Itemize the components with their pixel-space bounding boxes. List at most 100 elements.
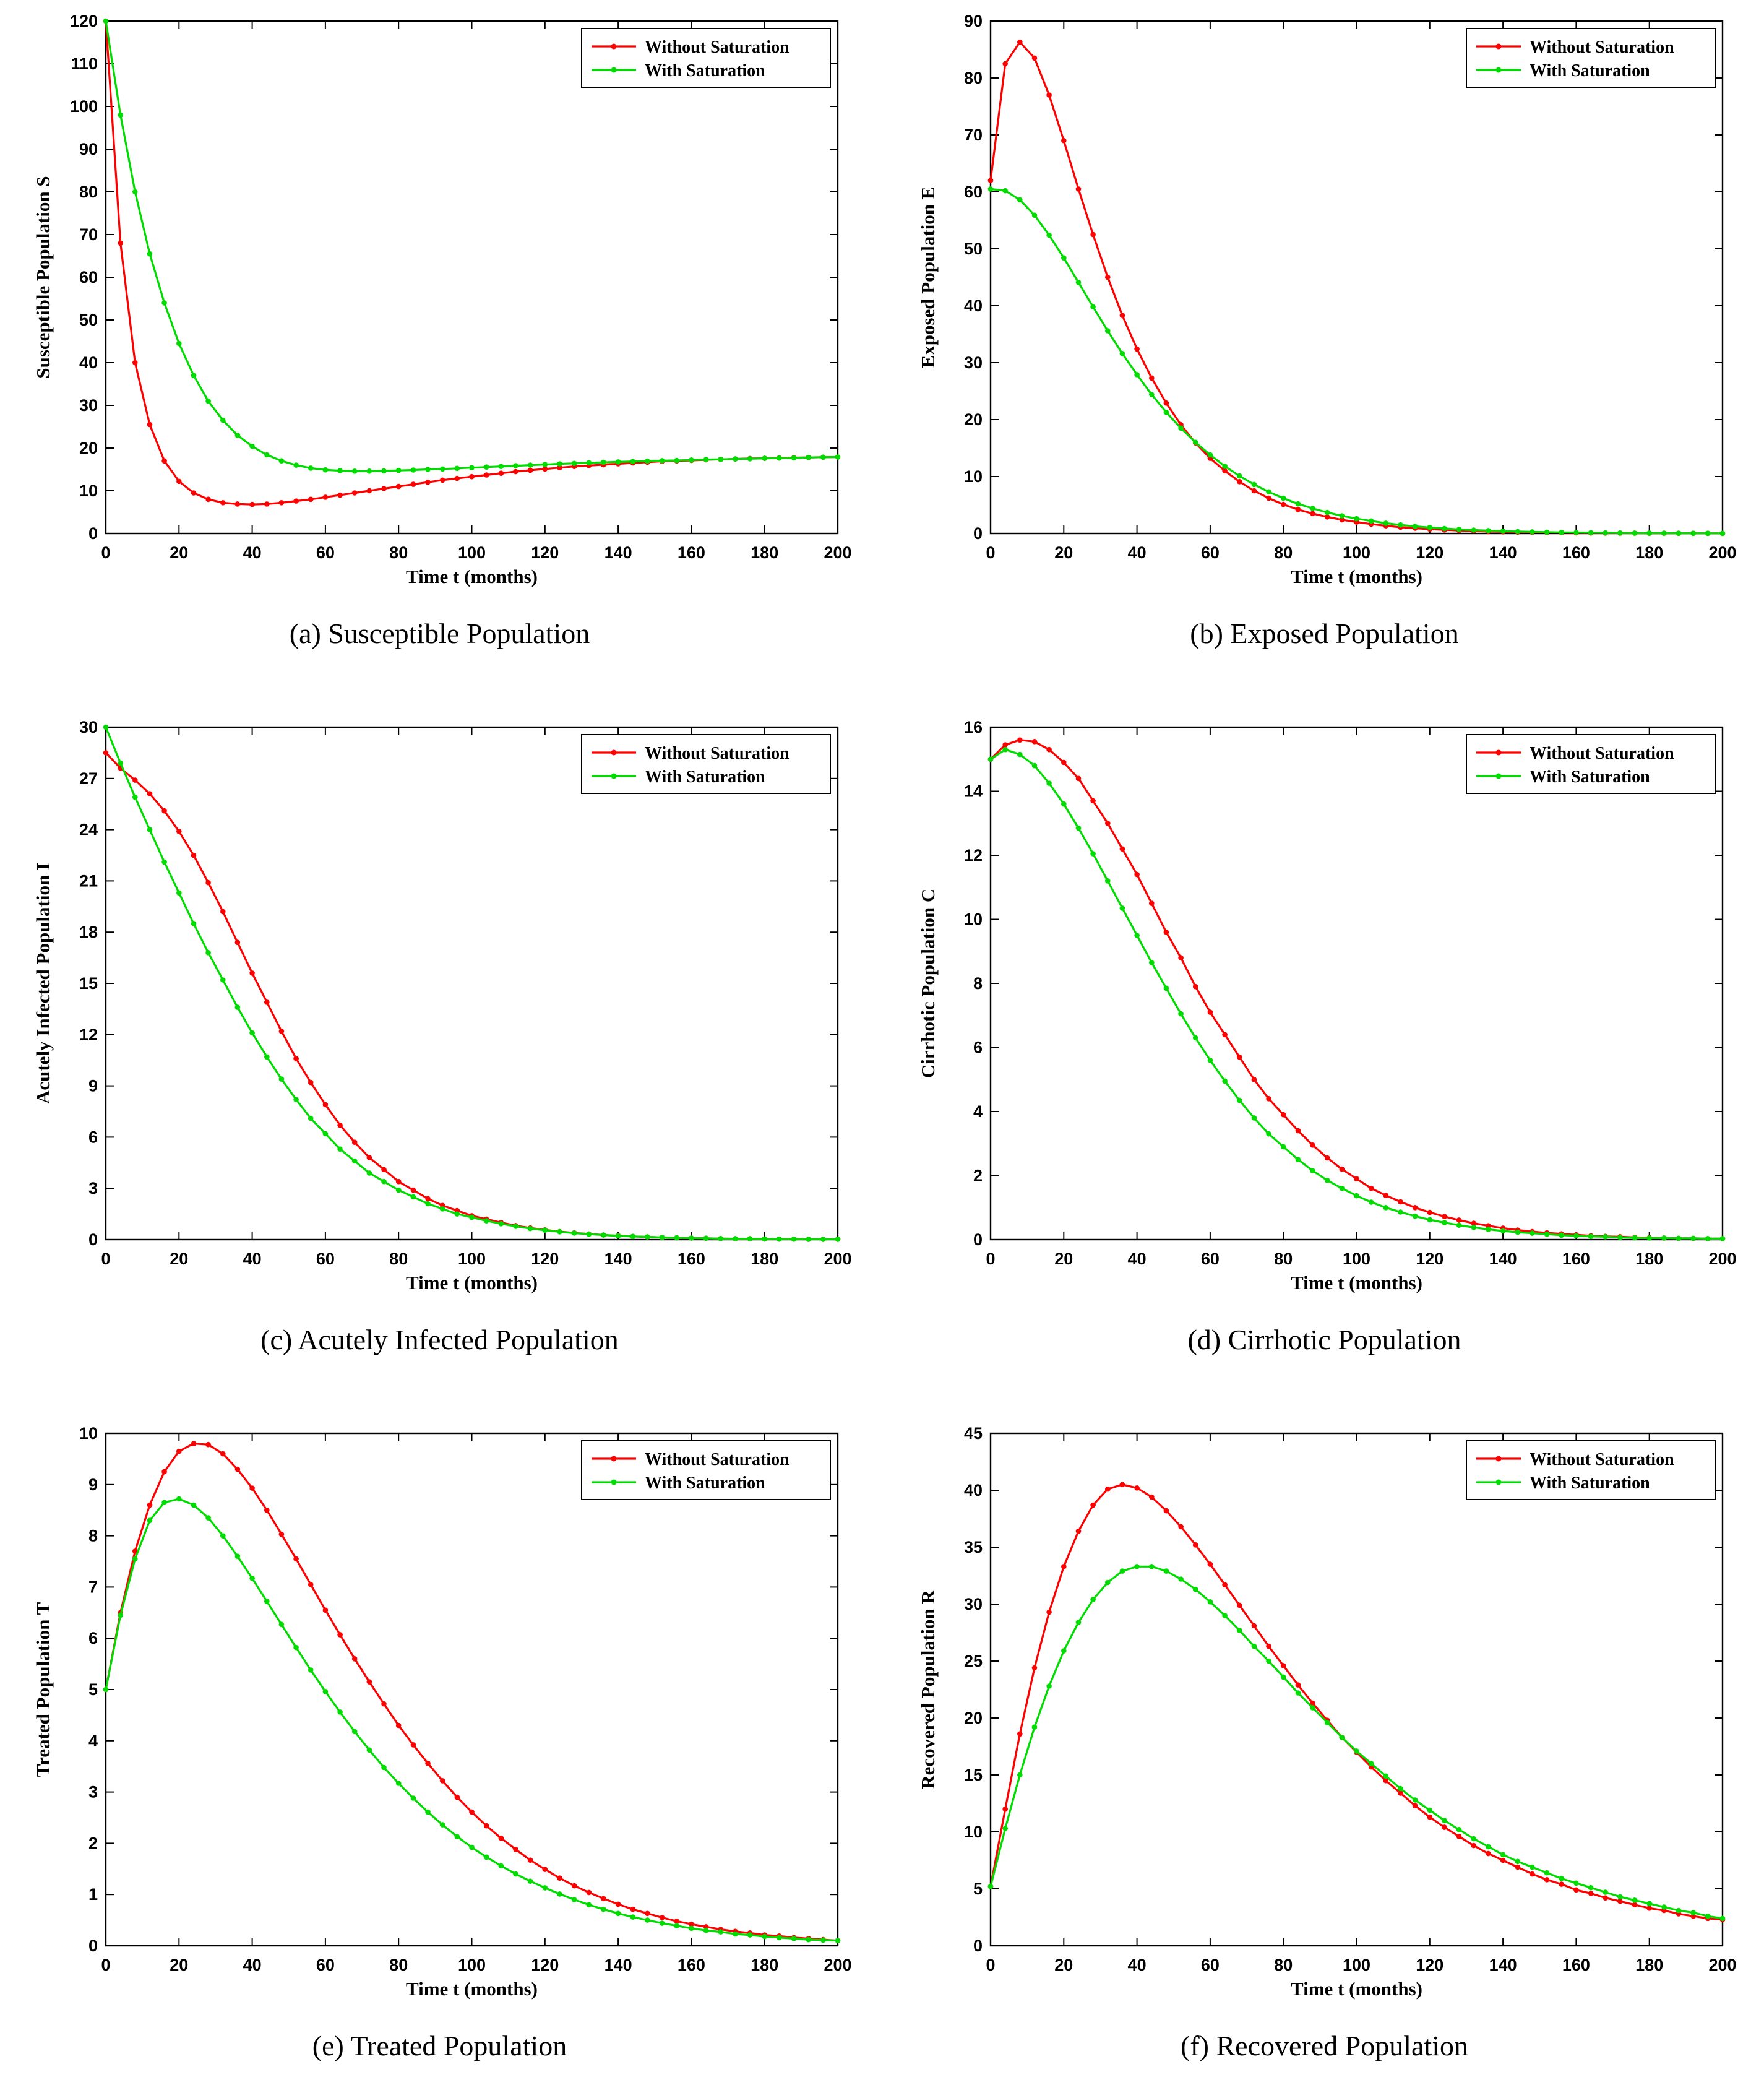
series-marker — [527, 1857, 533, 1863]
svg-text:24: 24 — [79, 820, 97, 839]
legend-label: Without Saturation — [1530, 744, 1674, 763]
series-marker — [1485, 528, 1491, 533]
series-marker — [264, 1599, 270, 1604]
series-marker — [483, 1854, 489, 1860]
series-marker — [191, 373, 196, 378]
series-marker — [205, 879, 211, 886]
series-marker — [234, 939, 240, 945]
svg-text:40: 40 — [243, 1956, 261, 1974]
legend-marker — [1495, 67, 1501, 73]
series-marker — [1265, 1658, 1271, 1664]
series-marker — [132, 189, 138, 195]
legend-label: Without Saturation — [645, 38, 789, 57]
series-marker — [1046, 92, 1052, 98]
svg-text:140: 140 — [1489, 1956, 1517, 1974]
svg-text:160: 160 — [1562, 543, 1590, 562]
series-marker — [732, 1236, 738, 1241]
series-marker — [454, 1834, 460, 1839]
series-marker — [395, 483, 401, 490]
series-marker — [1485, 1844, 1491, 1849]
series-marker — [1515, 1229, 1520, 1235]
series-marker — [205, 1515, 211, 1521]
series-marker — [1236, 1054, 1242, 1060]
chart-recovered-canvas: 0 5 10 15 20 25 30 35 40 45 0 20 40 60 80 100 120 140 160 1… — [913, 1423, 1736, 2005]
series-marker — [483, 1823, 489, 1829]
series-marker — [659, 1920, 665, 1926]
series-marker — [1031, 1665, 1037, 1671]
series-marker — [1148, 1563, 1155, 1569]
series-marker — [322, 1688, 328, 1694]
series-marker — [1031, 55, 1037, 61]
tick-labels: 0 10 20 30 40 50 60 70 80 90 0 20 40 60 80 100 120 140 160… — [963, 12, 1736, 562]
series-marker — [147, 791, 152, 796]
series-marker — [1075, 1619, 1081, 1625]
svg-text:0: 0 — [88, 1936, 97, 1955]
plot-box — [105, 726, 838, 1241]
series-marker — [673, 1918, 679, 1924]
series-marker — [1251, 1076, 1257, 1082]
series-marker — [1339, 1166, 1345, 1172]
svg-text:120: 120 — [531, 543, 559, 562]
series-marker — [1646, 1235, 1652, 1241]
series-marker — [351, 1655, 357, 1662]
series-marker — [542, 1867, 548, 1872]
series-marker — [351, 1729, 357, 1734]
series-marker — [454, 1211, 460, 1217]
svg-text:14: 14 — [963, 782, 982, 800]
series-marker — [234, 1466, 240, 1472]
svg-text:16: 16 — [963, 718, 982, 736]
series-marker — [132, 360, 138, 366]
svg-text:0: 0 — [973, 1936, 982, 1955]
series-marker — [1046, 780, 1052, 786]
svg-text:100: 100 — [457, 1956, 485, 1974]
series-marker — [987, 186, 993, 192]
legend-label: With Saturation — [1530, 1474, 1650, 1493]
series-marker — [1529, 1871, 1535, 1877]
series-marker — [512, 463, 518, 468]
x-axis-label: Time t (months) — [1291, 566, 1422, 587]
series-marker — [1177, 1524, 1184, 1529]
series-marker — [1119, 1482, 1125, 1487]
figure-recovered: 0 5 10 15 20 25 30 35 40 45 0 20 40 60 80 100 120 140 160 1… — [913, 1423, 1736, 2063]
series-marker — [688, 1925, 694, 1931]
series-marker — [1236, 479, 1242, 485]
x-axis-label: Time t (months) — [406, 566, 538, 587]
chart-susceptible-canvas: 0 10 20 30 40 50 60 70 80 90 100 110 120 0 20 40 60 80 100… — [28, 11, 851, 593]
series-with-saturation — [987, 746, 1725, 1241]
series-marker — [1221, 1582, 1228, 1587]
series-marker — [1529, 1864, 1535, 1870]
svg-text:200: 200 — [1708, 1250, 1736, 1268]
series-marker — [1061, 255, 1067, 261]
series-marker — [1295, 1682, 1301, 1688]
series-marker — [1295, 507, 1301, 512]
series-marker — [1192, 1035, 1198, 1041]
series-marker — [147, 1502, 152, 1508]
series-marker — [234, 433, 240, 438]
series-marker — [1617, 1894, 1623, 1899]
series-marker — [571, 1230, 577, 1236]
series-marker — [1280, 1144, 1286, 1150]
series-marker — [542, 466, 548, 472]
series-marker — [703, 1235, 708, 1241]
svg-text:50: 50 — [79, 311, 97, 329]
svg-text:80: 80 — [79, 183, 97, 201]
series-marker — [1090, 1502, 1096, 1508]
svg-text:40: 40 — [243, 543, 261, 562]
series-marker — [147, 827, 152, 832]
series-marker — [498, 464, 504, 469]
x-axis-label: Time t (months) — [406, 1272, 538, 1293]
svg-text:5: 5 — [973, 1880, 982, 1898]
series-marker — [191, 490, 196, 496]
svg-text:30: 30 — [963, 353, 982, 372]
legend: Without Saturation With Saturation — [580, 1440, 831, 1500]
series-marker — [468, 1809, 475, 1815]
series-marker — [1104, 1579, 1111, 1586]
series-marker — [1061, 801, 1067, 807]
series-marker — [1265, 1643, 1271, 1649]
svg-text:20: 20 — [170, 1250, 188, 1268]
series-marker — [615, 1901, 621, 1907]
series-marker — [1324, 1719, 1330, 1725]
series-marker — [1441, 525, 1447, 532]
series-marker — [987, 178, 993, 183]
